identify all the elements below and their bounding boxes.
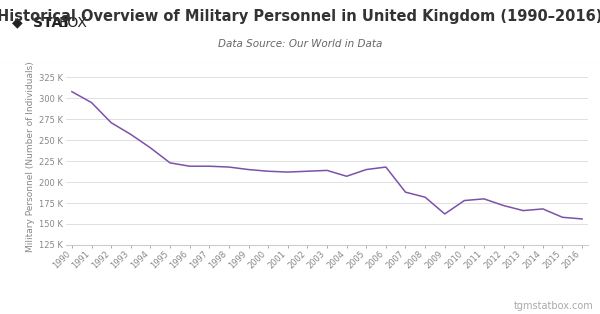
Text: BOX: BOX xyxy=(59,16,88,30)
Text: tgmstatbox.com: tgmstatbox.com xyxy=(514,301,594,311)
Text: Historical Overview of Military Personnel in United Kingdom (1990–2016): Historical Overview of Military Personne… xyxy=(0,9,600,24)
Text: Data Source: Our World in Data: Data Source: Our World in Data xyxy=(218,39,382,49)
Y-axis label: Military Personnel (Number of Individuals): Military Personnel (Number of Individual… xyxy=(26,62,35,252)
Text: ◆: ◆ xyxy=(12,16,23,30)
Text: STAT: STAT xyxy=(33,16,71,30)
